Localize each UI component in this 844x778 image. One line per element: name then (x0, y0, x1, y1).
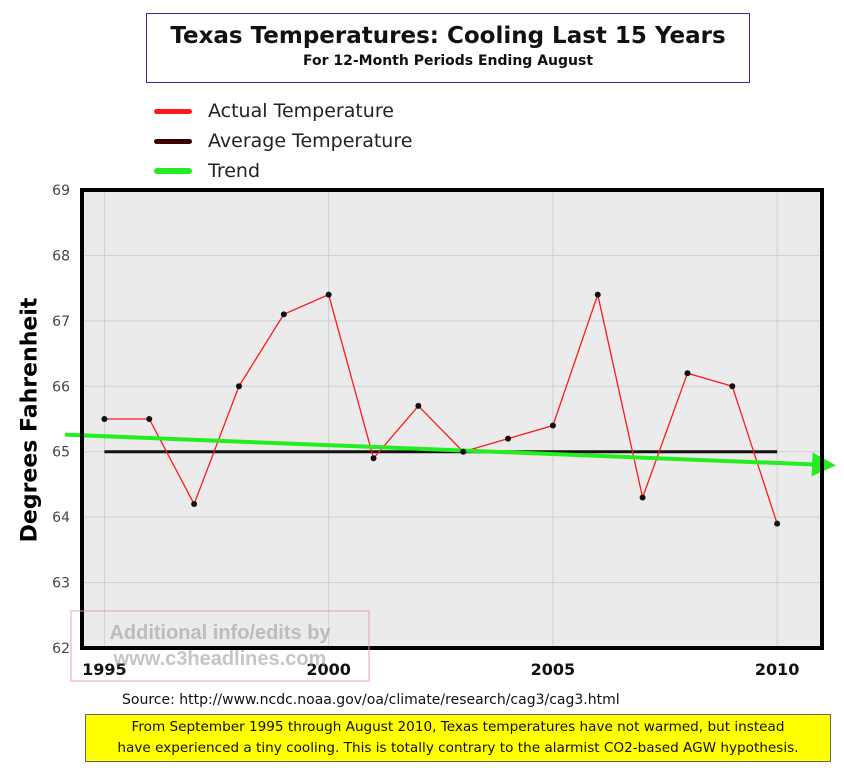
chart-title: Texas Temperatures: Cooling Last 15 Year… (170, 23, 726, 49)
data-point (280, 311, 287, 318)
y-tick-label: 67 (52, 314, 70, 330)
x-tick-label: 2005 (531, 660, 576, 679)
legend-swatch-average (154, 138, 192, 144)
legend-item-actual: Actual Temperature (154, 96, 412, 126)
y-tick-label: 62 (52, 641, 70, 657)
data-point (146, 416, 153, 422)
y-tick-label: 63 (52, 576, 70, 592)
data-point (460, 448, 467, 455)
data-point (639, 494, 646, 501)
trend-line (64, 432, 836, 477)
data-point (549, 422, 556, 429)
y-tick-label: 65 (52, 445, 70, 461)
chart-svg: 62 63 64 65 66 67 68 69 1995 2000 2005 2010 (52, 183, 836, 679)
data-point (325, 291, 332, 298)
source-text: Source: http://www.ncdc.noaa.gov/oa/clim… (122, 692, 620, 708)
legend-label-actual: Actual Temperature (208, 100, 394, 122)
chart-subtitle: For 12-Month Periods Ending August (302, 53, 594, 69)
data-point (684, 370, 691, 377)
legend-item-trend: Trend (154, 156, 412, 186)
title-box: Texas Temperatures: Cooling Last 15 Year… (146, 13, 750, 83)
y-tick-label: 66 (52, 379, 70, 395)
y-tick-label: 68 (52, 248, 70, 264)
watermark-line-2: www.c3headlines.com (113, 648, 327, 670)
data-point (505, 435, 512, 442)
y-tick-label: 69 (52, 183, 70, 199)
actual-temperature-line (104, 292, 778, 524)
note-box: From September 1995 through August 2010,… (85, 714, 831, 762)
data-point (774, 520, 781, 527)
data-point (101, 416, 108, 422)
legend-label-trend: Trend (208, 160, 260, 182)
x-tick-label: 1995 (82, 660, 127, 679)
legend-swatch-trend (154, 168, 192, 174)
watermark-line-1: Additional info/edits by (109, 622, 331, 644)
legend-label-average: Average Temperature (208, 130, 413, 152)
data-point (729, 383, 736, 390)
x-tick-label: 2000 (306, 660, 351, 679)
y-tick-label: 64 (52, 510, 70, 526)
data-point (191, 501, 198, 508)
data-point (594, 291, 601, 298)
data-point (235, 383, 242, 390)
plot-frame (80, 188, 824, 650)
legend: Actual Temperature Average Temperature T… (154, 96, 412, 186)
plot-background (82, 190, 822, 648)
watermark: Additional info/edits by www.c3headlines… (70, 610, 370, 682)
legend-swatch-actual (154, 108, 192, 114)
note-line-1: From September 1995 through August 2010,… (131, 719, 785, 735)
data-point (415, 402, 422, 409)
data-point (370, 455, 377, 462)
legend-item-average: Average Temperature (154, 126, 412, 156)
note-line-2: have experienced a tiny cooling. This is… (117, 740, 799, 756)
x-tick-label: 2010 (755, 660, 800, 679)
